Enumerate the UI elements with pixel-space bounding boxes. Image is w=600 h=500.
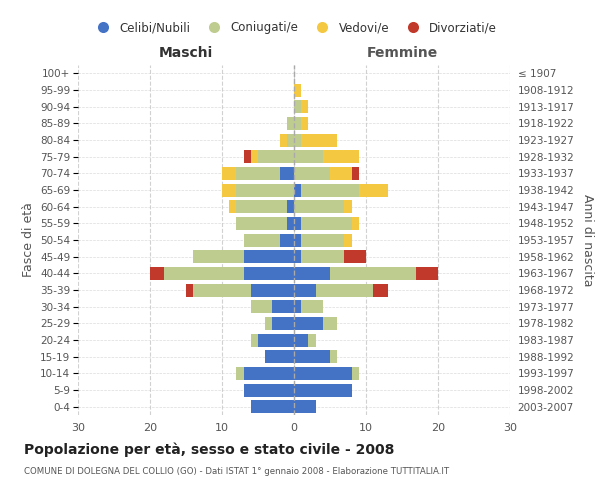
Bar: [294, 184, 301, 196]
Bar: [330, 267, 416, 280]
Bar: [416, 267, 438, 280]
Bar: [352, 167, 359, 180]
Bar: [294, 150, 323, 163]
Bar: [150, 267, 164, 280]
Bar: [244, 267, 294, 280]
Bar: [287, 217, 294, 230]
Bar: [272, 317, 294, 330]
Bar: [287, 134, 294, 146]
Bar: [316, 284, 373, 296]
Bar: [229, 200, 236, 213]
Bar: [308, 334, 316, 346]
Bar: [193, 250, 244, 263]
Bar: [294, 317, 323, 330]
Bar: [352, 367, 359, 380]
Bar: [258, 334, 294, 346]
Bar: [294, 350, 330, 363]
Text: COMUNE DI DOLEGNA DEL COLLIO (GO) - Dati ISTAT 1° gennaio 2008 - Elaborazione TU: COMUNE DI DOLEGNA DEL COLLIO (GO) - Dati…: [24, 468, 449, 476]
Bar: [280, 234, 294, 246]
Bar: [294, 234, 301, 246]
Bar: [236, 167, 280, 180]
Bar: [287, 200, 294, 213]
Bar: [294, 400, 316, 413]
Bar: [294, 284, 316, 296]
Bar: [323, 317, 337, 330]
Bar: [294, 267, 330, 280]
Bar: [373, 284, 388, 296]
Bar: [244, 234, 280, 246]
Bar: [251, 334, 258, 346]
Bar: [344, 250, 366, 263]
Bar: [236, 217, 287, 230]
Bar: [301, 117, 308, 130]
Bar: [294, 217, 301, 230]
Bar: [301, 217, 352, 230]
Bar: [301, 184, 359, 196]
Bar: [294, 200, 344, 213]
Text: Popolazione per età, sesso e stato civile - 2008: Popolazione per età, sesso e stato civil…: [24, 442, 394, 457]
Bar: [265, 317, 272, 330]
Bar: [280, 167, 294, 180]
Bar: [164, 267, 244, 280]
Bar: [359, 184, 388, 196]
Bar: [294, 367, 352, 380]
Bar: [236, 184, 294, 196]
Bar: [330, 167, 352, 180]
Bar: [244, 250, 294, 263]
Bar: [251, 284, 294, 296]
Bar: [294, 334, 308, 346]
Bar: [294, 117, 301, 130]
Bar: [258, 150, 294, 163]
Bar: [294, 250, 301, 263]
Bar: [193, 284, 251, 296]
Bar: [186, 284, 193, 296]
Bar: [294, 167, 330, 180]
Bar: [265, 350, 294, 363]
Legend: Celibi/Nubili, Coniugati/e, Vedovi/e, Divorziati/e: Celibi/Nubili, Coniugati/e, Vedovi/e, Di…: [86, 16, 502, 39]
Bar: [236, 200, 287, 213]
Bar: [251, 150, 258, 163]
Bar: [352, 217, 359, 230]
Bar: [272, 300, 294, 313]
Bar: [251, 400, 294, 413]
Text: Maschi: Maschi: [159, 46, 213, 60]
Bar: [236, 367, 244, 380]
Bar: [280, 134, 287, 146]
Bar: [251, 300, 272, 313]
Bar: [323, 150, 359, 163]
Bar: [294, 300, 301, 313]
Y-axis label: Anni di nascita: Anni di nascita: [581, 194, 594, 286]
Bar: [301, 134, 337, 146]
Bar: [344, 234, 352, 246]
Bar: [294, 84, 301, 96]
Bar: [330, 350, 337, 363]
Bar: [287, 117, 294, 130]
Bar: [244, 367, 294, 380]
Text: Femmine: Femmine: [367, 46, 437, 60]
Bar: [301, 234, 344, 246]
Bar: [244, 384, 294, 396]
Bar: [244, 150, 251, 163]
Y-axis label: Fasce di età: Fasce di età: [22, 202, 35, 278]
Bar: [301, 250, 344, 263]
Bar: [301, 300, 323, 313]
Bar: [294, 384, 352, 396]
Bar: [344, 200, 352, 213]
Bar: [294, 134, 301, 146]
Bar: [294, 100, 301, 113]
Bar: [222, 184, 236, 196]
Bar: [222, 167, 236, 180]
Bar: [301, 100, 308, 113]
